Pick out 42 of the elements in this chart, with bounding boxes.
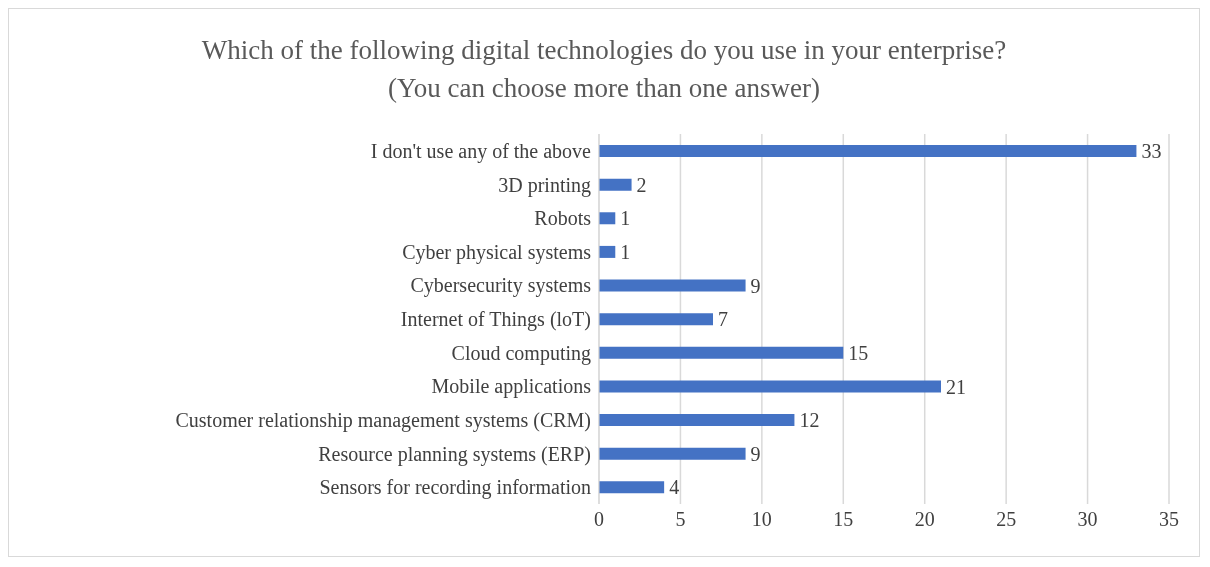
x-tick-label: 10 [751, 508, 772, 531]
y-tick-label: I don't use any of the above [370, 139, 592, 163]
x-tick-label: 30 [1077, 508, 1098, 531]
data-label: 15 [848, 341, 869, 364]
data-label: 9 [750, 274, 761, 297]
bar [599, 245, 616, 258]
x-tick-label: 20 [914, 508, 935, 531]
y-tick-label: Mobile applications [431, 375, 592, 399]
bar [599, 212, 616, 225]
data-label: 1 [620, 241, 631, 264]
data-label: 1 [620, 207, 631, 230]
y-tick-label: Cyber physical systems [402, 240, 592, 264]
data-label: 21 [946, 375, 966, 398]
bar [599, 145, 1137, 157]
data-label: 12 [799, 409, 820, 432]
y-tick-label: Customer relationship management systems (CRM) [175, 409, 591, 433]
data-label: 9 [750, 442, 761, 465]
y-tick-label: Cloud computing [451, 341, 591, 365]
bar [599, 414, 795, 427]
y-tick-label: 3D printing [498, 173, 591, 197]
bar [599, 380, 941, 393]
y-tick-label: Resource planning systems (ERP) [318, 442, 591, 466]
data-label: 2 [636, 173, 647, 196]
y-tick-label: Internet of Things (loT) [400, 308, 591, 332]
data-label: 4 [669, 476, 680, 499]
y-tick-label: Robots [534, 207, 592, 230]
bar [599, 178, 632, 191]
bar [599, 313, 713, 326]
x-tick-label: 15 [833, 508, 854, 531]
x-tick-label: 25 [996, 508, 1017, 531]
y-tick-label: Sensors for recording information [319, 476, 591, 500]
x-tick-label: 35 [1159, 508, 1179, 531]
x-tick-label: 0 [594, 508, 604, 531]
y-tick-label: Cybersecurity systems [410, 274, 592, 298]
data-label: 7 [718, 308, 728, 331]
data-label: 33 [1141, 140, 1162, 163]
bar [599, 481, 665, 494]
x-tick-label: 5 [675, 508, 686, 531]
chart-title: Which of the following digital technologies do you use in your enterprise? (You can choose more than one answer) [200, 34, 1008, 105]
bar [599, 346, 844, 359]
bar [599, 279, 746, 292]
bar [599, 447, 746, 460]
